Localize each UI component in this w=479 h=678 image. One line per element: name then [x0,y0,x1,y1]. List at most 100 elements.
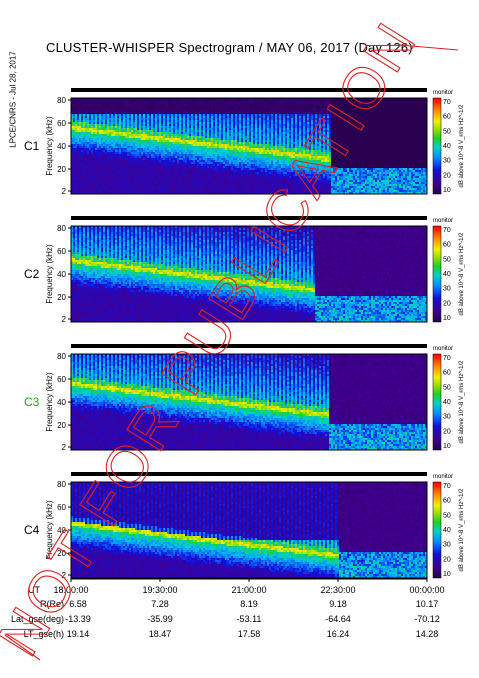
y-axis: 2 20 40 60 80 Frequency (kHz) [45,352,71,452]
colorbar-tick-label: 40 [443,399,451,406]
colorbar-top-label: monitor [433,90,453,96]
y-axis-label: Frequency (kHz) [45,372,54,431]
y-tick-label: 40 [57,142,66,151]
spectrogram-heatmap [71,354,428,451]
y-tick-label: 2 [62,443,67,452]
panel-c3: 2 20 40 60 80 Frequency (kHz) C3 70 60 50 40 30 20 10… [24,344,465,452]
colorbar: 70 60 50 40 30 20 10 monitor dB above 10^-8 V_rm… [432,346,465,451]
x-tick-label: 18:00:00 [53,585,88,595]
panel-top-bar [71,472,427,476]
ephemeris-value: -35.99 [147,614,173,624]
y-tick-label: 60 [57,503,66,512]
y-tick-label: 80 [57,480,66,489]
colorbar-gradient [432,97,442,195]
spacecraft-label: C3 [24,395,40,409]
colorbar-gradient [432,225,442,323]
ephemeris-value: 10.17 [416,599,439,609]
colorbar-tick-label: 30 [443,542,451,549]
panel-c4: 2 20 40 60 80 Frequency (kHz) C4 70 60 50 40 30 20 10… [24,472,465,580]
ephemeris-value: -70.12 [414,614,440,624]
x-tick-label: 00:00:00 [409,585,444,595]
colorbar-tick-label: 20 [443,300,451,307]
colorbar-top-label: monitor [433,474,453,480]
colorbar: 70 60 50 40 30 20 10 monitor dB above 10^-8 V_rm… [432,90,465,195]
x-tick-label: 19:30:00 [142,585,177,595]
ephemeris-value: -53.11 [237,614,262,624]
colorbar-tick-label: 20 [443,172,451,179]
y-axis: 2 20 40 60 80 Frequency (kHz) [45,224,71,324]
colorbar-tick-label: 30 [443,286,451,293]
colorbar-tick-label: 60 [443,498,451,505]
ephemeris-value: 19.14 [67,629,90,639]
ephemeris-value: -64.64 [325,614,351,624]
colorbar-top-label: monitor [433,346,453,352]
spacecraft-label: C2 [24,267,40,281]
chart-title: CLUSTER-WHISPER Spectrogram / MAY 06, 20… [46,40,413,55]
y-tick-label: 20 [57,549,66,558]
colorbar-tick-label: 10 [443,443,451,450]
y-axis-label: Frequency (kHz) [45,500,54,559]
x-tick-label: 22:30:00 [320,585,355,595]
colorbar-tick-label: 30 [443,158,451,165]
y-axis: 2 20 40 60 80 Frequency (kHz) [45,96,71,196]
colorbar-tick-label: 30 [443,414,451,421]
colorbar-tick-label: 70 [443,99,451,106]
x-axis: 18:00:00 19:30:00 21:00:00 22:30:00 00:00:00… [28,578,445,595]
ephemeris-value: 14.28 [416,629,439,639]
ephemeris-label: LT_gse(h) [24,629,64,639]
ephemeris-value: 8.19 [240,599,258,609]
watermark-mark [4,634,41,661]
y-axis-label: Frequency (kHz) [45,116,54,175]
colorbar-tick-label: 70 [443,355,451,362]
colorbar-tick-label: 20 [443,556,451,563]
colorbar-tick-label: 20 [443,428,451,435]
panel-top-bar [71,344,427,348]
colorbar-tick-label: 60 [443,242,451,249]
colorbar-tick-label: 50 [443,128,451,135]
colorbar-label: dB above 10^-8 V_rms Hz^-1/2 [459,360,465,444]
colorbar-tick-label: 60 [443,114,451,121]
colorbar-tick-label: 50 [443,384,451,391]
colorbar-label: dB above 10^-8 V_rms Hz^-1/2 [459,104,465,188]
spectrogram-heatmap [71,98,428,195]
y-tick-label: 40 [57,270,66,279]
x-axis-label: UT [28,585,40,595]
colorbar-tick-label: 70 [443,483,451,490]
y-tick-label: 80 [57,224,66,233]
watermark-mark [399,44,459,51]
spacecraft-label: C1 [24,139,40,153]
colorbar: 70 60 50 40 30 20 10 monitor dB above 10^-8 V_rm… [432,218,465,323]
colorbar-tick-label: 50 [443,256,451,263]
spectrogram-heatmap [71,482,428,579]
y-axis: 2 20 40 60 80 Frequency (kHz) [45,480,71,580]
y-tick-label: 40 [57,526,66,535]
panel-top-bar [71,88,427,92]
colorbar-top-label: monitor [433,218,453,224]
y-tick-label: 2 [62,315,67,324]
ephemeris-value: 6.58 [69,599,87,609]
spectrogram-heatmap [71,226,428,323]
ephemeris-value: 18.47 [149,629,172,639]
ephemeris-value: 16.24 [327,629,350,639]
colorbar-tick-label: 10 [443,315,451,322]
y-tick-label: 20 [57,165,66,174]
ephemeris-value: 9.18 [329,599,347,609]
panel-top-bar [71,216,427,220]
colorbar-tick-label: 40 [443,143,451,150]
y-tick-label: 20 [57,421,66,430]
ephemeris-value: 17.58 [238,629,261,639]
y-tick-label: 60 [57,375,66,384]
colorbar-tick-label: 10 [443,187,451,194]
y-axis-label: Frequency (kHz) [45,244,54,303]
y-tick-label: 20 [57,293,66,302]
colorbar-tick-label: 60 [443,370,451,377]
x-tick-label: 21:00:00 [231,585,266,595]
colorbar-tick-label: 40 [443,527,451,534]
y-tick-label: 2 [62,571,67,580]
ephemeris-label: Lat_gse(deg) [11,614,64,624]
ephemeris-table: R(Re) 6.58 7.28 8.19 9.18 10.17 Lat_gse(deg) -1… [11,599,440,639]
ephemeris-value: -13.39 [65,614,91,624]
y-tick-label: 60 [57,247,66,256]
spacecraft-label: C4 [24,523,40,537]
